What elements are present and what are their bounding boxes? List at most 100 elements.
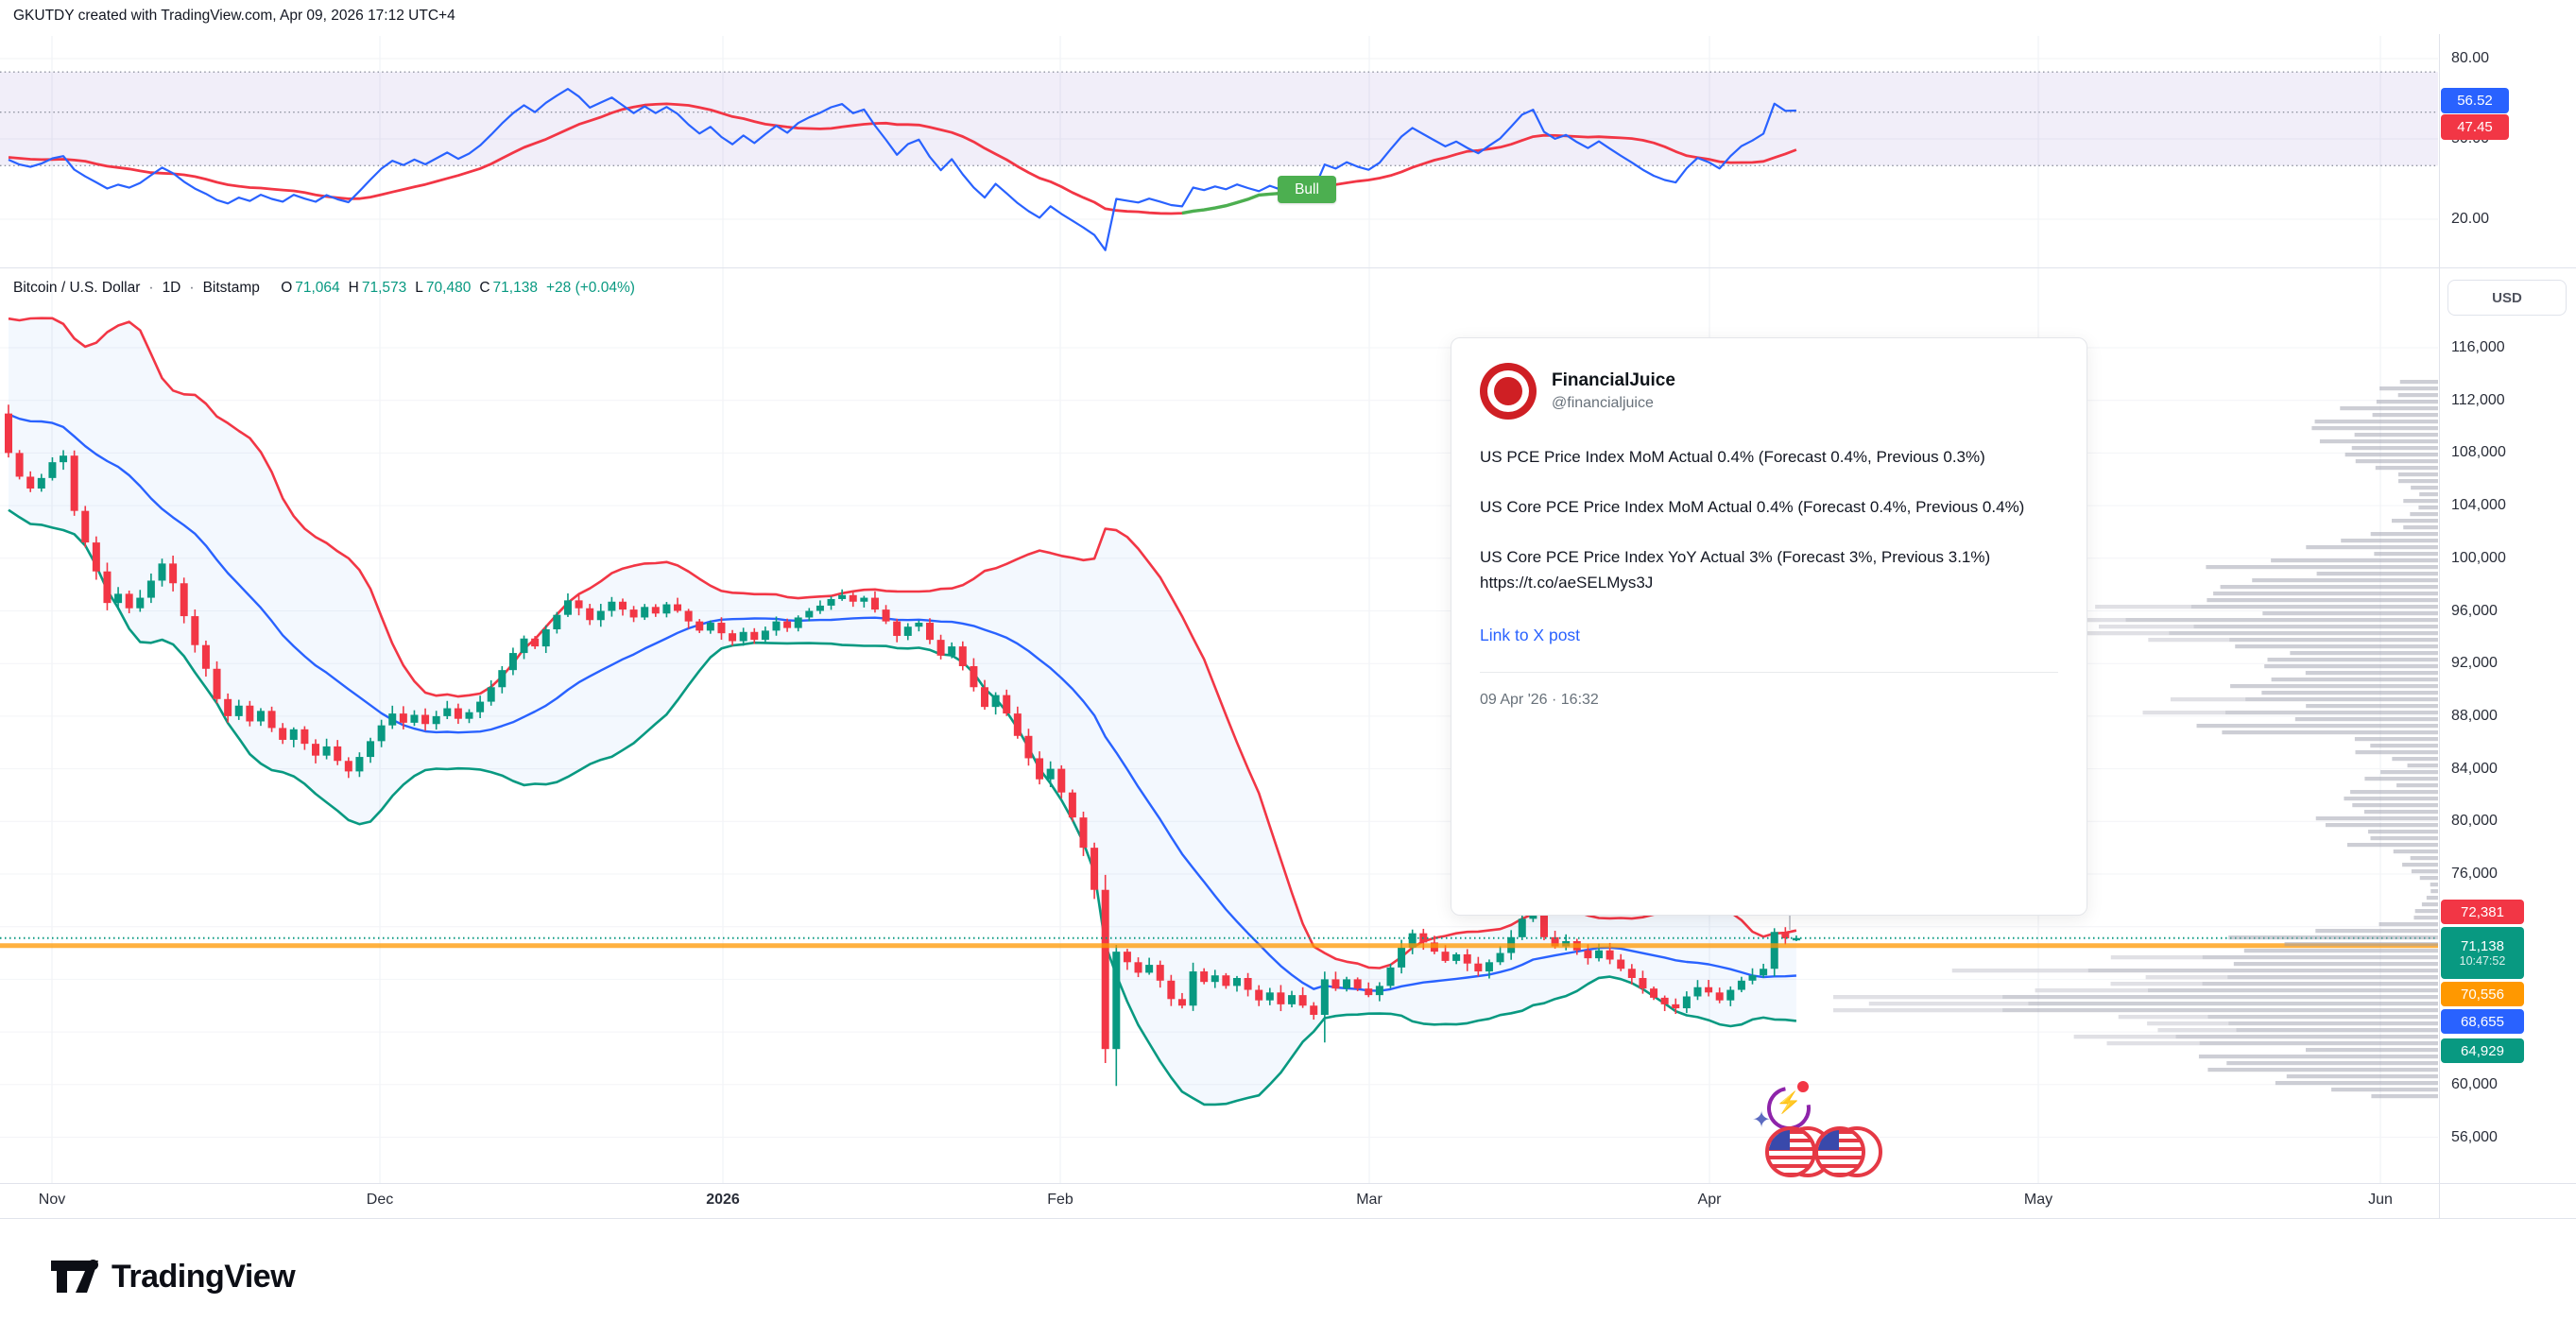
candle	[1320, 979, 1329, 1015]
footer-separator	[0, 1218, 2576, 1219]
high-label: H	[348, 280, 359, 296]
candle	[1650, 988, 1658, 998]
link-to-x-post[interactable]: Link to X post	[1480, 626, 1581, 644]
pane-separator[interactable]	[0, 267, 2576, 268]
horizontal-price-lines	[0, 936, 2438, 949]
candle	[717, 623, 726, 634]
candle	[1606, 950, 1614, 960]
candle	[377, 725, 386, 742]
price-badge: 70,556	[2441, 982, 2524, 1006]
candle	[936, 640, 945, 656]
candle	[596, 610, 605, 621]
candle	[729, 633, 737, 642]
author-handle: @financialjuice	[1552, 395, 1654, 411]
candle	[1079, 817, 1088, 849]
candle	[970, 665, 978, 688]
timeframe[interactable]: 1D	[162, 280, 181, 296]
y-axis-label: 80,000	[2451, 813, 2498, 830]
candle	[1046, 768, 1055, 780]
candle	[563, 600, 572, 615]
rsi-axis-label: 80.00	[2451, 50, 2490, 66]
candle	[180, 583, 188, 617]
candle	[1682, 996, 1691, 1009]
candle	[805, 610, 814, 618]
candle	[26, 476, 35, 489]
candle	[1705, 986, 1713, 993]
financialjuice-avatar	[1480, 363, 1537, 420]
us-flag-circle-icon	[1765, 1126, 1816, 1177]
candle	[355, 757, 364, 772]
ai-economic-event-icon[interactable]: ⚡ ✦	[1752, 1077, 1820, 1140]
candle	[981, 687, 989, 708]
bull-signal-badge: Bull	[1278, 176, 1336, 203]
candle	[1627, 969, 1636, 979]
y-axis-label: 116,000	[2451, 339, 2505, 355]
candle	[1232, 978, 1241, 986]
candle	[399, 713, 407, 723]
candle	[1639, 978, 1647, 989]
candle	[1288, 995, 1297, 1004]
low-value: 70,480	[425, 280, 472, 296]
news-popup-card[interactable]: FinancialJuice @financialjuice US PCE Pr…	[1451, 337, 2087, 916]
candle	[761, 630, 769, 641]
y-axis-label: 104,000	[2451, 497, 2506, 514]
countdown-timer: 10:47:52	[2459, 953, 2506, 968]
us-flag-event-icon[interactable]	[1814, 1126, 1882, 1177]
candle	[1167, 980, 1176, 1000]
symbol-name[interactable]: Bitcoin / U.S. Dollar	[13, 280, 141, 296]
candle	[1331, 979, 1340, 989]
candle	[641, 607, 649, 618]
candle	[1672, 1004, 1680, 1009]
candle	[1353, 979, 1362, 989]
candle	[432, 715, 440, 725]
sparkle-icon: ✦	[1752, 1107, 1772, 1133]
currency-usd-button[interactable]: USD	[2447, 280, 2567, 316]
candle	[388, 713, 397, 726]
candle	[1003, 695, 1011, 714]
candle	[1277, 992, 1285, 1004]
candle	[256, 711, 265, 722]
candle	[608, 601, 616, 611]
tradingview-logo[interactable]: TradingView	[49, 1257, 296, 1296]
candle	[783, 621, 792, 628]
tradingview-logo-text: TradingView	[112, 1258, 296, 1295]
price-axis-separator[interactable]	[2439, 34, 2440, 1218]
candle	[1091, 848, 1099, 890]
y-axis-label: 76,000	[2451, 866, 2498, 882]
candle	[289, 729, 298, 740]
candle	[1584, 950, 1592, 959]
price-badge: 71,138 10:47:52	[2441, 927, 2524, 979]
candle	[1715, 992, 1724, 1001]
candle	[267, 711, 276, 729]
chart-attribution-title: GKUTDY created with TradingView.com, Apr…	[13, 8, 455, 24]
candle	[92, 542, 100, 572]
candle	[1408, 933, 1417, 948]
candle	[1760, 969, 1768, 976]
y-axis-label: 60,000	[2451, 1075, 2498, 1092]
x-axis-label: May	[2023, 1192, 2053, 1208]
candle	[575, 600, 583, 609]
candle	[1365, 988, 1373, 996]
candle	[1781, 932, 1790, 939]
candle	[662, 604, 671, 614]
candle	[948, 646, 956, 656]
price-badge: 72,381	[2441, 900, 2524, 924]
candle	[553, 614, 561, 629]
candle	[838, 594, 847, 599]
x-axis-label: Mar	[1356, 1192, 1382, 1208]
candle	[136, 597, 145, 609]
candle	[684, 610, 693, 622]
change-value: +28 (+0.04%)	[545, 280, 635, 296]
candle	[1200, 971, 1209, 983]
candle	[893, 621, 902, 636]
popup-divider	[1480, 672, 2058, 673]
candle	[1265, 992, 1274, 1001]
bollinger-bands	[8, 317, 1797, 1107]
candle	[410, 714, 419, 723]
candle	[1660, 997, 1669, 1004]
candle	[1398, 947, 1406, 968]
candle	[37, 477, 45, 489]
y-axis-label: 108,000	[2451, 444, 2506, 461]
